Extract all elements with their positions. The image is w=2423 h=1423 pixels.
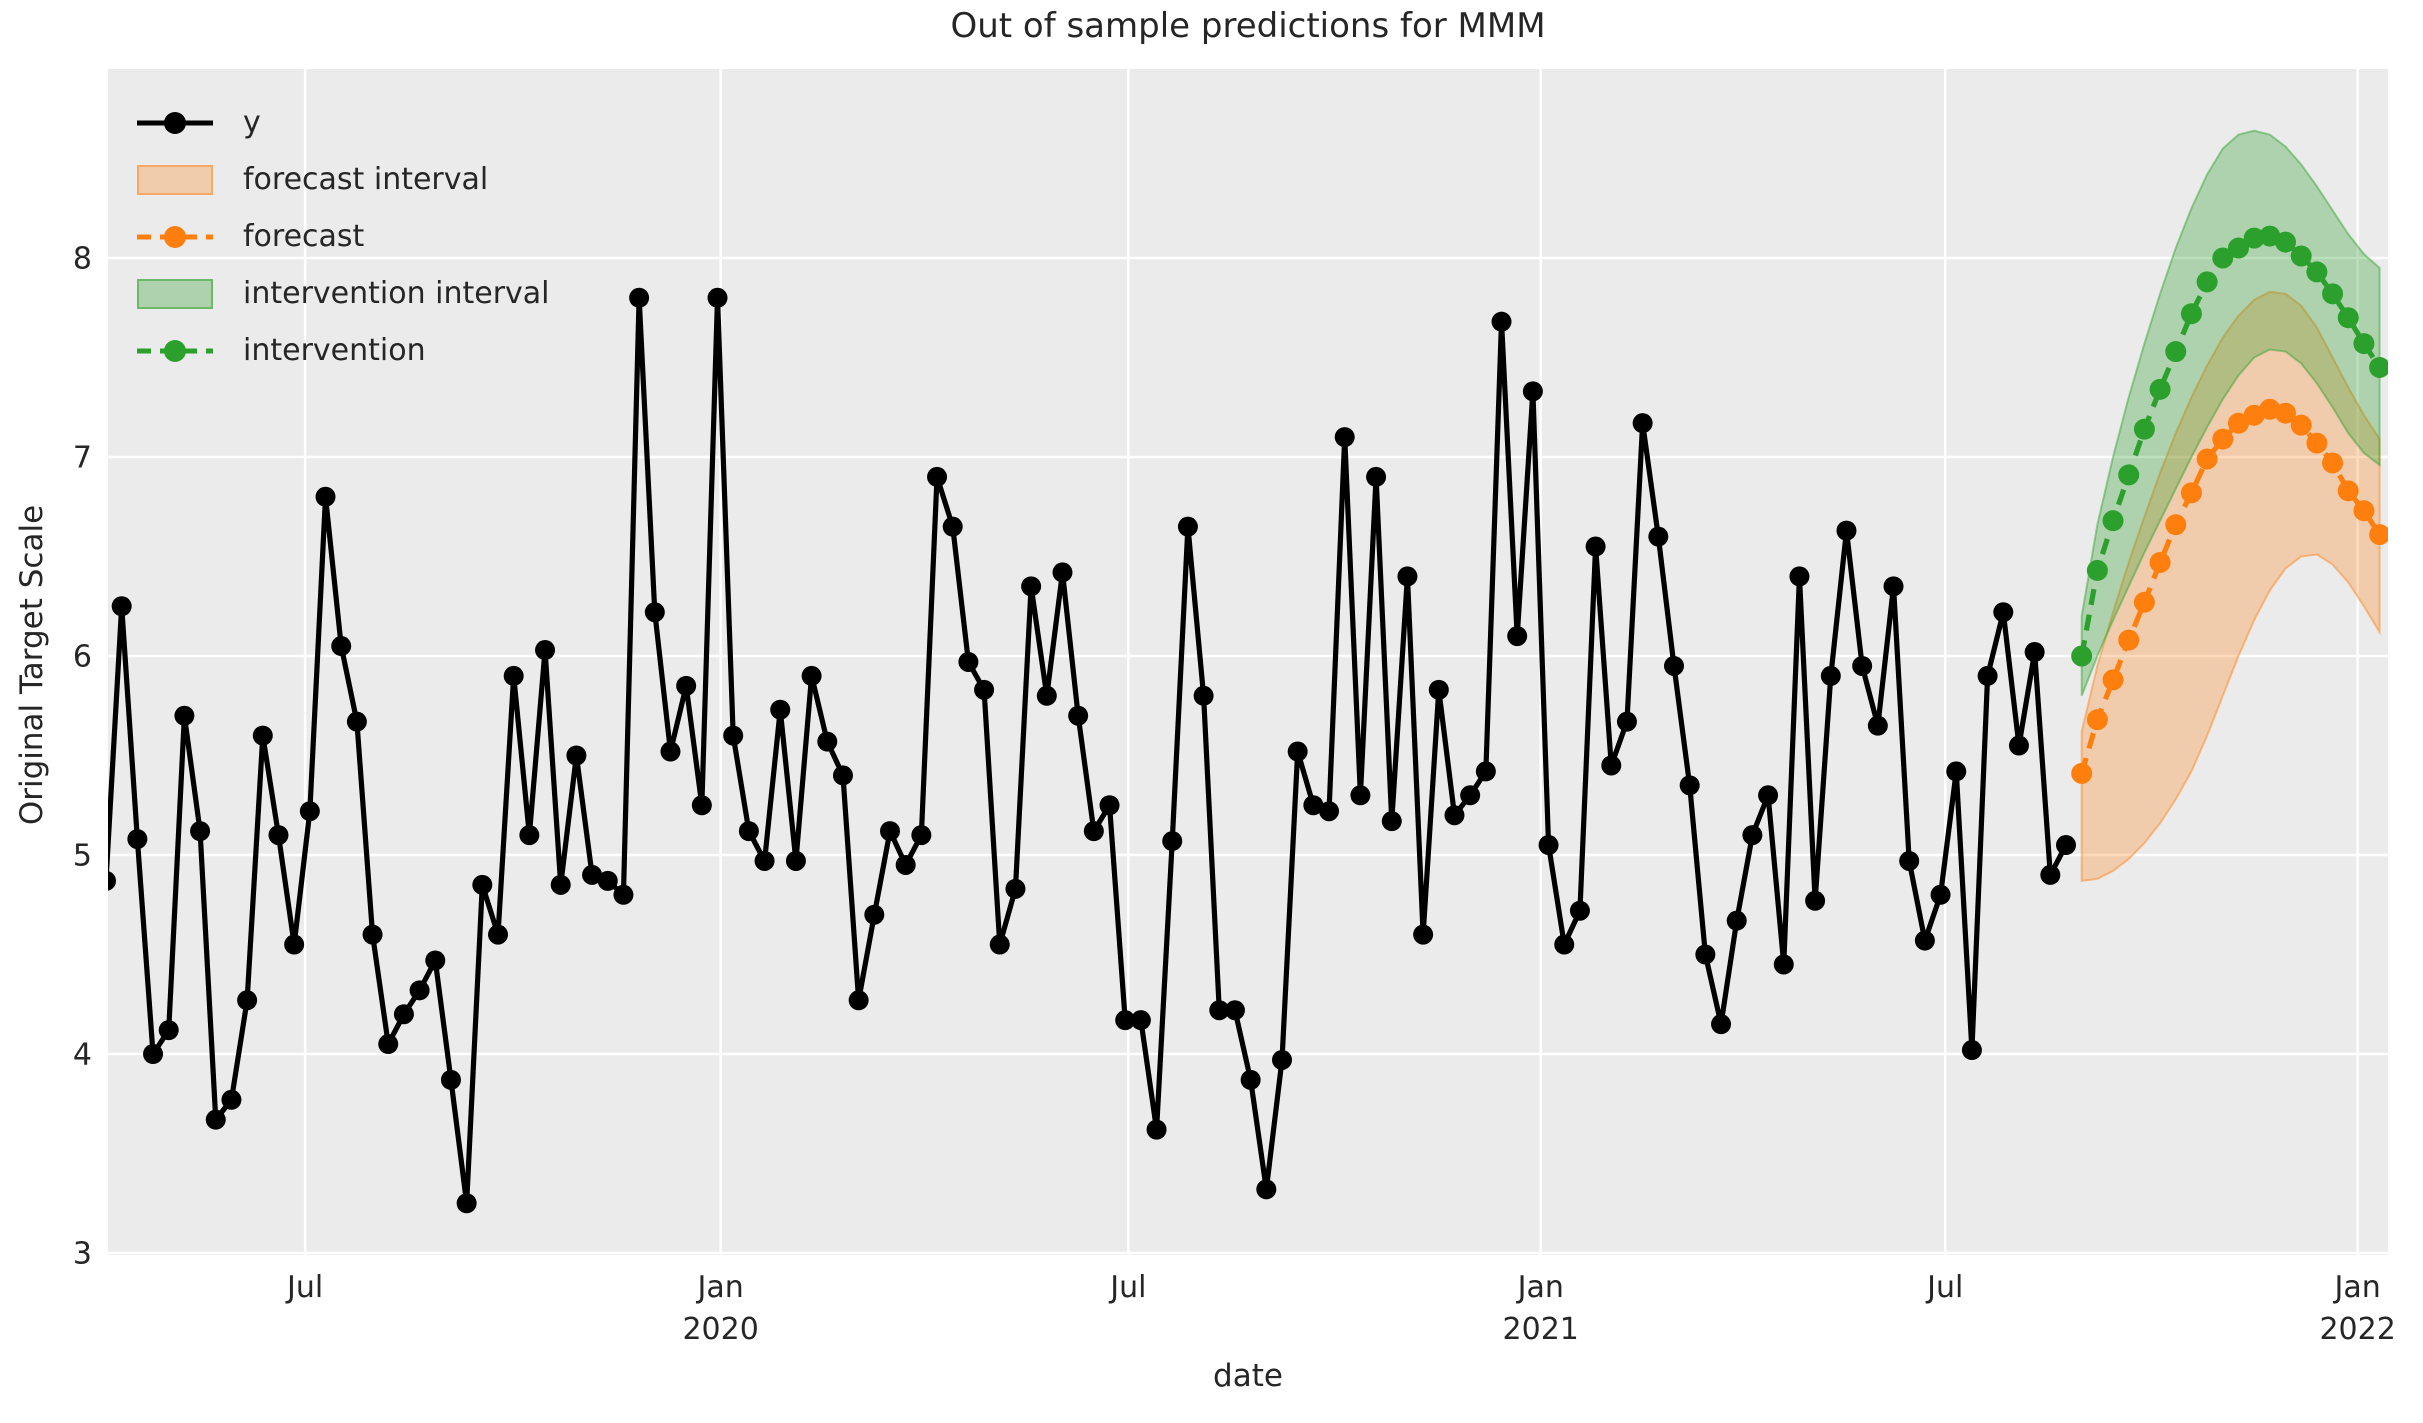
band-forecast-interval [2080, 290, 2381, 883]
series-y [108, 287, 2076, 1214]
legend-label: intervention interval [243, 276, 550, 311]
series-forecast [2071, 398, 2388, 784]
tick-labels: 3 4 5 6 7 8 Jul Jan 2020 Jul Jan 2021 Jul Jan 2022 [73, 242, 2396, 1348]
legend-item-y: y [137, 94, 550, 151]
y-tick-label: 8 [73, 242, 92, 277]
y-tick-label: 4 [73, 1038, 92, 1073]
legend-item-intervention: intervention [137, 322, 550, 379]
x-tick-year-label: 2021 [1503, 1312, 1579, 1347]
legend-label: y [243, 105, 261, 140]
legend-item-forecast: forecast [137, 208, 550, 265]
x-tick-year-label: 2022 [2319, 1312, 2395, 1347]
dashed-dot-marker-icon [137, 339, 213, 362]
x-tick-label: Jul [1925, 1270, 1963, 1305]
legend-label: intervention [243, 333, 426, 368]
band-intervention-interval [2080, 129, 2381, 697]
band-swatch-icon [137, 164, 213, 195]
y-axis-label: Original Target Scale [14, 504, 50, 826]
legend-item-forecast-interval: forecast interval [137, 151, 550, 208]
series-layer [108, 129, 2388, 1214]
x-tick-label: Jan [2333, 1270, 2381, 1305]
x-tick-label: Jul [285, 1270, 323, 1305]
band-swatch-icon [137, 278, 213, 309]
legend-item-intervention-interval: intervention interval [137, 265, 550, 322]
legend-label: forecast interval [243, 162, 489, 197]
y-tick-label: 3 [73, 1237, 92, 1272]
x-axis-label: date [1213, 1358, 1283, 1394]
y-tick-label: 6 [73, 640, 92, 675]
legend: y forecast interval forecast interventio… [137, 94, 550, 379]
chart-title: Out of sample predictions for MMM [950, 6, 1546, 46]
dashed-dot-marker-icon [137, 225, 213, 248]
x-tick-label: Jan [1516, 1270, 1564, 1305]
x-tick-label: Jan [696, 1270, 744, 1305]
y-tick-label: 5 [73, 839, 92, 874]
x-tick-year-label: 2020 [682, 1312, 758, 1347]
series-intervention [2071, 225, 2388, 667]
line-dot-marker-icon [137, 111, 213, 134]
x-tick-label: Jul [1108, 1270, 1146, 1305]
y-tick-label: 7 [73, 441, 92, 476]
legend-label: forecast [243, 219, 365, 254]
